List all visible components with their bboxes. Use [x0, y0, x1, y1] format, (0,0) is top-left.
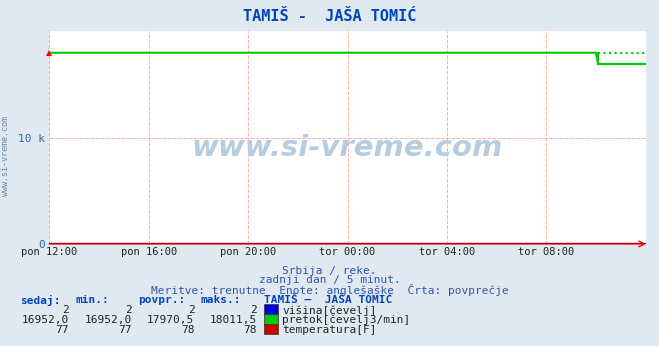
Text: temperatura[F]: temperatura[F] [282, 325, 376, 335]
Text: 16952,0: 16952,0 [22, 315, 69, 325]
Text: pon 20:00: pon 20:00 [220, 247, 276, 257]
Text: TAMIŠ -  JAŠA TOMIĆ: TAMIŠ - JAŠA TOMIĆ [243, 9, 416, 24]
Text: 77: 77 [56, 325, 69, 335]
Text: www.si-vreme.com: www.si-vreme.com [1, 116, 10, 196]
Text: pretok[čevelj3/min]: pretok[čevelj3/min] [282, 315, 411, 325]
Text: 16952,0: 16952,0 [84, 315, 132, 325]
Text: 2: 2 [63, 305, 69, 315]
Text: sedaj:: sedaj: [20, 295, 60, 306]
Text: maks.:: maks.: [201, 295, 241, 305]
Text: tor 04:00: tor 04:00 [419, 247, 475, 257]
Text: Meritve: trenutne  Enote: anglešaške  Črta: povprečje: Meritve: trenutne Enote: anglešaške Črta… [151, 284, 508, 296]
Text: povpr.:: povpr.: [138, 295, 186, 305]
Text: Srbija / reke.: Srbija / reke. [282, 266, 377, 276]
Text: višina[čevelj]: višina[čevelj] [282, 305, 376, 316]
Text: tor 00:00: tor 00:00 [320, 247, 376, 257]
Text: TAMIŠ –  JAŠA TOMIĆ: TAMIŠ – JAŠA TOMIĆ [264, 295, 392, 305]
Text: 17970,5: 17970,5 [147, 315, 194, 325]
Text: 2: 2 [250, 305, 257, 315]
Text: www.si-vreme.com: www.si-vreme.com [192, 134, 503, 162]
Text: 18011,5: 18011,5 [210, 315, 257, 325]
Text: 2: 2 [188, 305, 194, 315]
Text: min.:: min.: [76, 295, 109, 305]
Text: 78: 78 [181, 325, 194, 335]
Text: 2: 2 [125, 305, 132, 315]
Text: pon 16:00: pon 16:00 [121, 247, 177, 257]
Text: 78: 78 [244, 325, 257, 335]
Text: pon 12:00: pon 12:00 [21, 247, 78, 257]
Text: zadnji dan / 5 minut.: zadnji dan / 5 minut. [258, 275, 401, 285]
Text: 77: 77 [119, 325, 132, 335]
Text: tor 08:00: tor 08:00 [518, 247, 575, 257]
